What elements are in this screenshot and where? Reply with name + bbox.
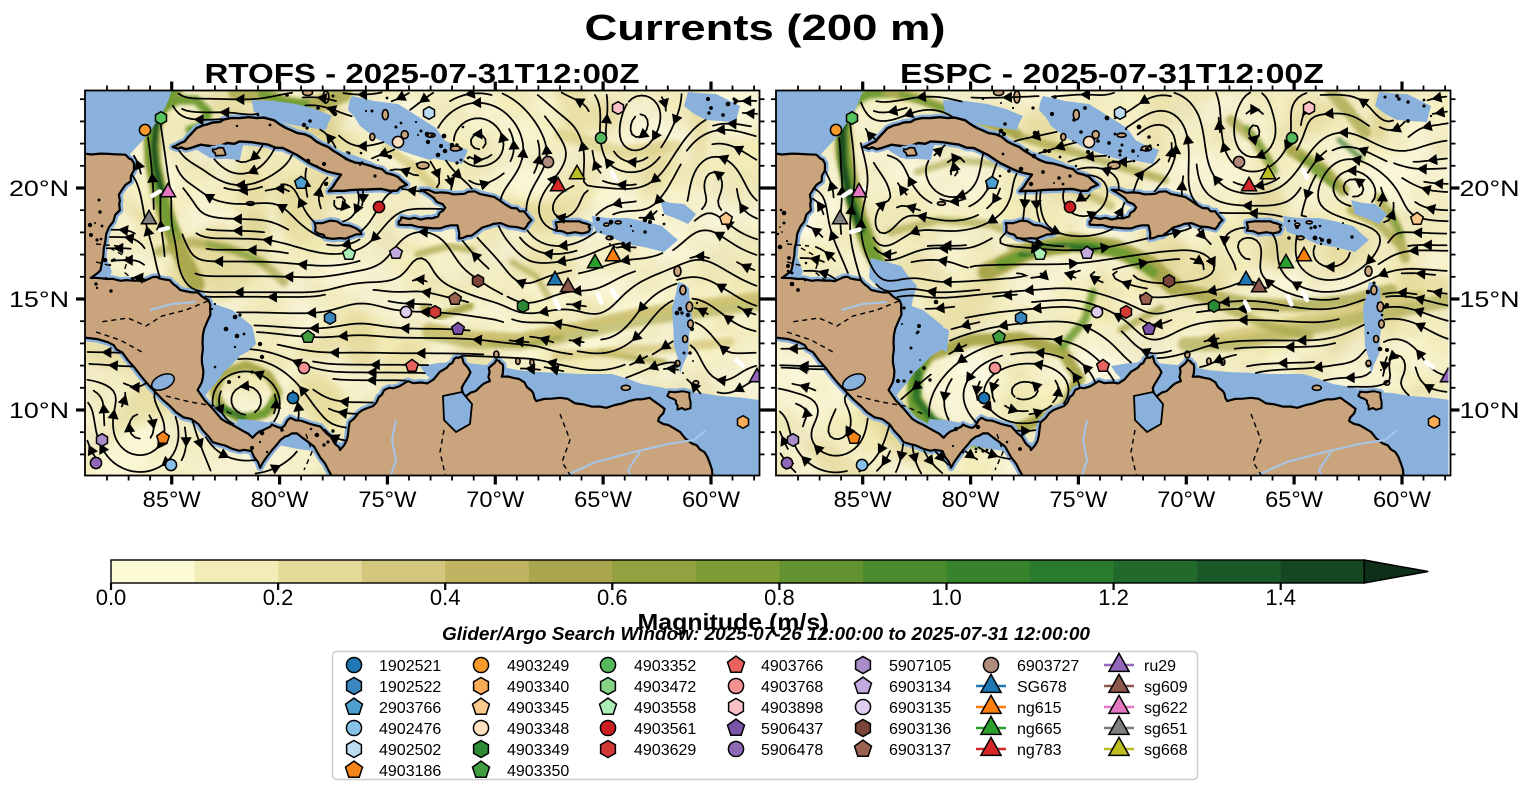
svg-text:1902521: 1902521 (379, 658, 441, 675)
svg-text:4903561: 4903561 (634, 721, 696, 738)
svg-text:4903472: 4903472 (634, 679, 696, 696)
svg-text:Currents (200 m): Currents (200 m) (585, 7, 946, 48)
svg-text:ru29: ru29 (1144, 658, 1176, 675)
svg-text:4903349: 4903349 (507, 742, 569, 759)
svg-text:4903350: 4903350 (507, 763, 569, 780)
svg-text:sg609: sg609 (1144, 679, 1188, 696)
svg-text:4902502: 4902502 (379, 742, 441, 759)
svg-text:4903766: 4903766 (761, 658, 823, 675)
svg-text:4903558: 4903558 (634, 700, 696, 717)
svg-text:Glider/Argo Search Window: 202: Glider/Argo Search Window: 2025-07-26 12… (442, 624, 1090, 644)
svg-text:ng783: ng783 (1017, 742, 1062, 759)
svg-text:20°N: 20°N (9, 176, 69, 201)
svg-text:0.8: 0.8 (764, 585, 795, 610)
svg-text:1.4: 1.4 (1265, 585, 1296, 610)
svg-text:6903135: 6903135 (889, 700, 951, 717)
svg-text:0.0: 0.0 (96, 585, 127, 610)
svg-text:ng615: ng615 (1017, 700, 1062, 717)
svg-text:Magnitude (m/s): Magnitude (m/s) (638, 609, 829, 635)
svg-text:6903136: 6903136 (889, 721, 951, 738)
svg-text:1.2: 1.2 (1098, 585, 1129, 610)
svg-text:5907105: 5907105 (889, 658, 951, 675)
svg-text:4903345: 4903345 (507, 700, 569, 717)
svg-text:60°W: 60°W (682, 487, 740, 512)
svg-text:5906478: 5906478 (761, 742, 823, 759)
svg-text:0.2: 0.2 (263, 585, 294, 610)
svg-text:65°W: 65°W (574, 487, 632, 512)
svg-text:0.4: 0.4 (430, 585, 461, 610)
svg-text:10°N: 10°N (1460, 398, 1520, 423)
svg-text:80°W: 80°W (942, 487, 1000, 512)
svg-text:ESPC - 2025-07-31T12:00Z: ESPC - 2025-07-31T12:00Z (900, 58, 1324, 89)
svg-text:4902476: 4902476 (379, 721, 441, 738)
svg-text:0.6: 0.6 (597, 585, 628, 610)
svg-text:85°W: 85°W (834, 487, 892, 512)
svg-text:6903727: 6903727 (1017, 658, 1079, 675)
svg-text:ng665: ng665 (1017, 721, 1062, 738)
svg-text:RTOFS - 2025-07-31T12:00Z: RTOFS - 2025-07-31T12:00Z (205, 58, 640, 89)
svg-text:10°N: 10°N (9, 398, 69, 423)
svg-text:2903766: 2903766 (379, 700, 441, 717)
svg-text:4903352: 4903352 (634, 658, 696, 675)
svg-text:sg622: sg622 (1144, 700, 1188, 717)
svg-text:5906437: 5906437 (761, 721, 823, 738)
svg-text:75°W: 75°W (358, 487, 416, 512)
svg-text:20°N: 20°N (1460, 176, 1520, 201)
svg-text:4903340: 4903340 (507, 679, 569, 696)
svg-text:6903137: 6903137 (889, 742, 951, 759)
svg-text:4903768: 4903768 (761, 679, 823, 696)
svg-text:75°W: 75°W (1049, 487, 1107, 512)
svg-text:SG678: SG678 (1017, 679, 1067, 696)
svg-text:4903249: 4903249 (507, 658, 569, 675)
svg-text:1.0: 1.0 (931, 585, 962, 610)
svg-text:4903629: 4903629 (634, 742, 696, 759)
svg-text:15°N: 15°N (9, 287, 69, 312)
svg-text:sg651: sg651 (1144, 721, 1188, 738)
svg-text:4903348: 4903348 (507, 721, 569, 738)
svg-text:70°W: 70°W (466, 487, 524, 512)
svg-text:6903134: 6903134 (889, 679, 951, 696)
svg-text:15°N: 15°N (1460, 287, 1520, 312)
svg-text:80°W: 80°W (251, 487, 309, 512)
svg-text:1902522: 1902522 (379, 679, 441, 696)
svg-text:60°W: 60°W (1373, 487, 1431, 512)
svg-text:85°W: 85°W (143, 487, 201, 512)
svg-text:sg668: sg668 (1144, 742, 1188, 759)
svg-text:4903898: 4903898 (761, 700, 823, 717)
svg-text:70°W: 70°W (1157, 487, 1215, 512)
svg-text:65°W: 65°W (1265, 487, 1323, 512)
svg-text:4903186: 4903186 (379, 763, 441, 780)
